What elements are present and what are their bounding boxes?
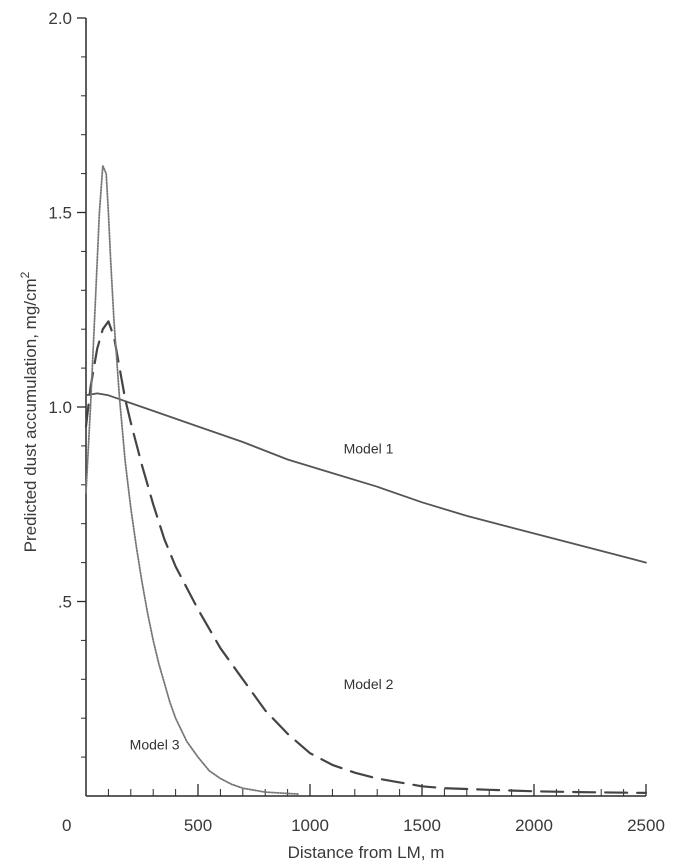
x-tick-label: 500 <box>184 816 212 835</box>
x-tick-label: 0 <box>62 816 71 835</box>
series-line-model-1 <box>85 392 647 564</box>
series-label: Model 1 <box>344 441 394 457</box>
y-tick-label: 1.5 <box>48 204 72 223</box>
x-tick-label: 1000 <box>291 816 329 835</box>
series-label: Model 2 <box>344 676 394 692</box>
y-tick-label: 1.0 <box>48 398 72 417</box>
x-axis-title: Distance from LM, m <box>288 843 445 862</box>
series-line-model-2 <box>84 320 648 794</box>
x-tick-label: 2000 <box>515 816 553 835</box>
ticks <box>77 17 647 796</box>
y-tick-label: .5 <box>58 593 72 612</box>
y-axis-title-superscript: 2 <box>18 271 32 278</box>
y-axis-title: Predicted dust accumulation, mg/cm2 <box>18 271 40 552</box>
tick-labels: .5 1.0 1.5 2.0 0 500 1000 1500 2000 2500 <box>48 9 665 835</box>
series-label: Model 3 <box>130 736 180 752</box>
x-tick-label: 2500 <box>627 816 665 835</box>
y-axis-title-group: Predicted dust accumulation, mg/cm2 <box>18 271 40 552</box>
annotation-layer: Model 1 Model 2 Model 3 <box>130 441 394 753</box>
series-line-model-3 <box>85 164 300 795</box>
y-axis-title-main: Predicted dust accumulation, mg/cm <box>21 278 40 552</box>
y-tick-label: 2.0 <box>48 9 72 28</box>
x-tick-label: 1500 <box>403 816 441 835</box>
series-layer <box>84 164 648 795</box>
